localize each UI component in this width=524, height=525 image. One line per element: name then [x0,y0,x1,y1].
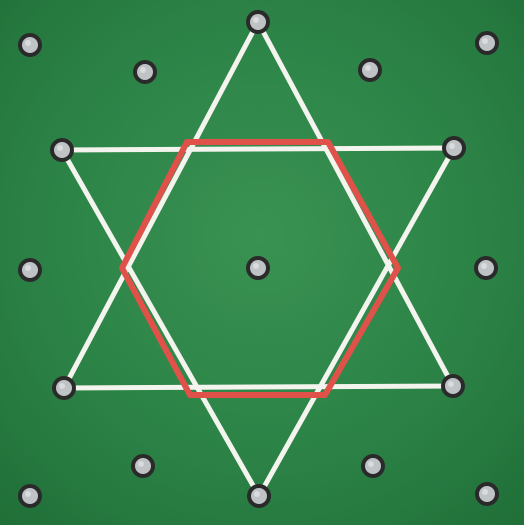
inner-hexagon [119,139,401,398]
peg-inner-bottom-left [131,454,155,478]
peg-top-right-corner [475,31,499,55]
star-up-triangle [61,19,456,391]
peg-inner-top-right [358,58,382,82]
pegs-layer [18,10,499,508]
star-down-triangle [59,145,457,499]
peg-top-left-corner [18,33,42,57]
peg-middle-left [18,258,42,282]
peg-inner-bottom-right [361,454,385,478]
peg-inner-top-left [133,60,157,84]
peg-bottom-right-corner [475,482,499,506]
shapes-layer [59,19,457,499]
peg-star-upper-right [442,136,466,160]
peg-star-bottom [247,484,271,508]
peg-center [246,256,270,280]
peg-star-lower-left [52,376,76,400]
peg-middle-right [474,256,498,280]
peg-bottom-left-corner [18,484,42,508]
peg-star-lower-right [441,374,465,398]
peg-star-upper-left [50,138,74,162]
peg-star-top [246,10,270,34]
